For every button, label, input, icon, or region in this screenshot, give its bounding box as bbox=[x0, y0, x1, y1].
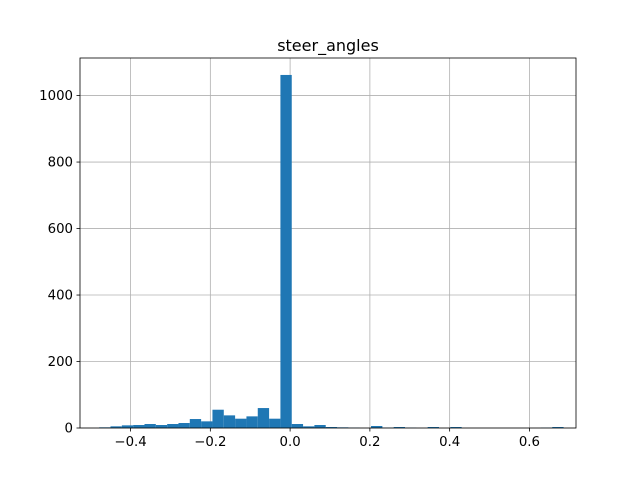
x-tick-label: 0.0 bbox=[280, 435, 301, 450]
histogram-bar bbox=[167, 424, 179, 428]
x-tick-label: 0.4 bbox=[439, 435, 460, 450]
histogram-bar bbox=[121, 425, 134, 428]
plot-frame bbox=[79, 57, 577, 429]
y-tick-label: 1000 bbox=[39, 89, 73, 104]
chart-title: steer_angles bbox=[277, 36, 379, 56]
histogram-bar bbox=[291, 424, 304, 428]
x-tick-label: 0.6 bbox=[519, 435, 540, 450]
histogram-bar bbox=[303, 426, 315, 428]
histogram-bar bbox=[450, 427, 462, 428]
histogram-bar bbox=[223, 415, 236, 428]
y-tick-label: 200 bbox=[48, 355, 73, 370]
x-tick-label: 0.2 bbox=[359, 435, 380, 450]
histogram-bar bbox=[552, 427, 564, 428]
histogram-bar bbox=[201, 421, 213, 428]
histogram-bar bbox=[133, 425, 145, 428]
histogram-bar bbox=[325, 427, 338, 428]
histogram-bar bbox=[178, 423, 190, 428]
y-tick-label: 600 bbox=[48, 222, 73, 237]
histogram-bar bbox=[269, 418, 281, 428]
histogram-bar bbox=[235, 418, 247, 428]
histogram-bars bbox=[99, 74, 564, 429]
histogram-bar bbox=[280, 74, 292, 429]
histogram-bar bbox=[189, 419, 202, 428]
histogram-bar bbox=[314, 425, 326, 428]
histogram-bar bbox=[144, 424, 156, 428]
histogram-bar bbox=[212, 409, 224, 428]
y-tick-label: 0 bbox=[65, 422, 73, 437]
y-tick-label: 400 bbox=[48, 289, 73, 304]
x-tick-label: −0.4 bbox=[114, 435, 146, 450]
axis-ticks: −0.4 −0.2 0.0 0.2 0.4 0.6 0 200 400 600 800 1000 bbox=[39, 89, 540, 450]
histogram-bar bbox=[246, 416, 258, 428]
histogram-bar bbox=[110, 426, 122, 428]
histogram-bar bbox=[257, 408, 270, 428]
plot-area-background bbox=[80, 58, 576, 428]
histogram-bar bbox=[427, 427, 439, 428]
histogram-bar bbox=[155, 425, 168, 428]
histogram-bar bbox=[393, 427, 406, 428]
x-tick-label: −0.2 bbox=[194, 435, 226, 450]
y-tick-label: 800 bbox=[48, 156, 73, 171]
histogram-bar bbox=[371, 426, 383, 428]
